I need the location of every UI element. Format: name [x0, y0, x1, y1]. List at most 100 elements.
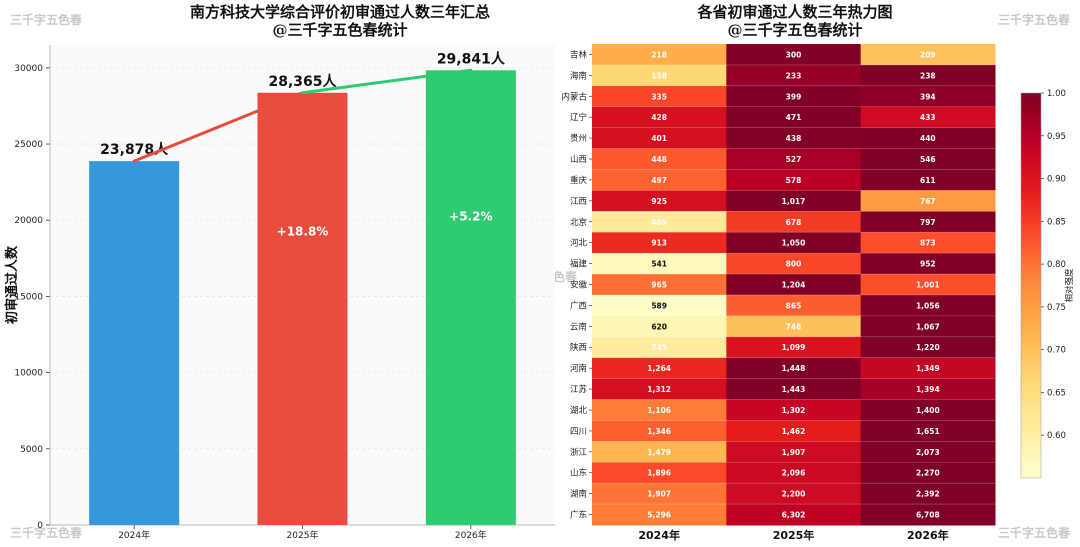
heatmap-cell [860, 357, 996, 380]
colorbar-tick-label: 0.85 [1047, 217, 1066, 227]
heatmap-cell-label: 1,346 [647, 427, 671, 436]
heatmap-cell-label: 1,017 [782, 197, 806, 206]
heatmap-cell-label: 440 [920, 134, 936, 143]
heatmap-cell-label: 158 [651, 71, 667, 80]
heatmap-cell [860, 315, 996, 338]
heatmap-cell [592, 127, 727, 150]
heatmap-cell [726, 294, 862, 317]
heatmap-cell-label: 965 [651, 281, 667, 290]
heatmap-row-label: 陕西 [570, 342, 587, 353]
heatmap-cell [592, 483, 727, 505]
heatmap-cell-label: 1,001 [916, 281, 940, 290]
heatmap-cell [860, 169, 996, 191]
heatmap-row-label: 贵州 [570, 133, 587, 144]
heatmap-cell [726, 44, 862, 66]
heatmap-cell [860, 420, 996, 442]
heatmap-cell-label: 6,302 [782, 511, 806, 520]
heatmap-cell-label: 218 [651, 50, 667, 59]
heatmap-cell [726, 211, 862, 233]
heatmap-cell-label: 335 [651, 92, 667, 101]
heatmap-cell-label: 913 [651, 239, 667, 248]
heatmap-cell-label: 497 [651, 176, 667, 185]
heatmap-cell [592, 232, 727, 254]
heatmap-cell [726, 127, 862, 150]
y-tick-label: 0 [37, 521, 43, 531]
heatmap-row-label: 湖南 [570, 489, 587, 500]
heatmap-cell [592, 378, 727, 401]
heatmap-title: 各省初审通过人数三年热力图 @三千字五色春统计 [560, 3, 1030, 39]
heatmap-cell-label: 541 [651, 260, 667, 269]
heatmap-cell-label: 745 [651, 343, 667, 352]
heatmap-cell [860, 483, 996, 505]
heatmap-cell-label: 1,220 [916, 343, 940, 352]
heatmap-cell [592, 169, 727, 191]
heatmap-cell [726, 190, 862, 212]
heatmap-cell-label: 873 [920, 239, 936, 248]
heatmap-cell-label: 399 [786, 92, 802, 101]
watermark-bottom-left: 三千字五色春 [10, 526, 83, 540]
heatmap-row-label: 河南 [570, 363, 587, 374]
heatmap-cell-label: 1,050 [782, 239, 806, 248]
heatmap-cell [860, 85, 996, 108]
heatmap-cell [860, 232, 996, 254]
heatmap-cell-label: 797 [920, 218, 936, 227]
colorbar-tick-label: 0.90 [1047, 175, 1066, 185]
heatmap-cell [726, 64, 862, 87]
x-tick-label: 2026年 [455, 529, 487, 541]
trend-line-segment [132, 91, 304, 163]
heatmap-cell-label: 1,651 [916, 427, 940, 436]
heatmap-cell [592, 211, 727, 233]
heatmap-cell [592, 148, 727, 170]
heatmap-cell-label: 489 [651, 218, 667, 227]
heatmap-row-label: 云南 [570, 321, 587, 332]
heatmap-row-label: 辽宁 [570, 112, 587, 123]
heatmap-cell [860, 399, 996, 421]
heatmap-cell-label: 589 [651, 301, 667, 310]
heatmap-cell [592, 420, 727, 442]
heatmap-cell [592, 294, 727, 317]
heatmap-cell-label: 546 [920, 155, 936, 164]
colorbar-tick-label: 0.75 [1047, 303, 1066, 313]
heatmap-cell [592, 106, 727, 129]
y-tick-label: 15000 [14, 292, 43, 302]
watermark-top-left: 三千字五色春 [10, 13, 83, 27]
heatmap-cell [592, 315, 727, 338]
heatmap-cell [726, 232, 862, 254]
colorbar-tick-label: 0.80 [1047, 260, 1066, 270]
heatmap-cell-label: 620 [651, 322, 667, 331]
heatmap-cell-label: 678 [786, 218, 802, 227]
heatmap-cell [860, 462, 996, 484]
heatmap-row-label: 广西 [570, 300, 587, 311]
bar-chart: 0 5000 10000 15000 20000 25000 30000 初审通过人数 2024… [4, 45, 555, 541]
heatmap-cell [726, 483, 862, 505]
bar-2025年 [257, 92, 348, 526]
heatmap-chart: 218 300 209 158 233 238 335 399 394 428 471 433 401 4… [561, 44, 1075, 542]
bar-2024年 [89, 161, 180, 525]
heatmap-cell [726, 441, 862, 463]
heatmap-row-label: 福建 [570, 259, 588, 270]
y-tick-label: 25000 [14, 140, 43, 150]
heatmap-cell [592, 274, 727, 296]
heatmap-cell-label: 1,394 [916, 385, 940, 394]
heatmap-cell-label: 5,296 [647, 511, 671, 520]
heatmap-cell [860, 504, 996, 526]
colorbar-tick-label: 0.70 [1047, 346, 1066, 356]
heatmap-cell [860, 190, 996, 212]
heatmap-cell [592, 44, 727, 66]
bar-chart-title: 南方科技大学综合评价初审通过人数三年汇总 @三千字五色春统计 [100, 3, 580, 39]
heatmap-cell-label: 1,443 [782, 385, 806, 394]
y-tick-label: 10000 [14, 369, 43, 379]
heatmap-cell [726, 169, 862, 191]
heatmap-cell-label: 1,106 [647, 406, 671, 415]
heatmap-cell-label: 433 [920, 113, 936, 122]
heatmap-cell [592, 441, 727, 463]
heatmap-cell [726, 106, 862, 129]
heatmap-cell-label: 800 [786, 260, 802, 269]
heatmap-cell-label: 233 [786, 71, 802, 80]
heatmap-cell-label: 2,270 [916, 469, 940, 478]
bar-chart-title-line1: 南方科技大学综合评价初审通过人数三年汇总 [189, 3, 490, 21]
heatmap-cell-label: 527 [786, 155, 802, 164]
heatmap-column-label: 2026年 [907, 528, 949, 542]
heatmap-row-label: 安徽 [570, 280, 588, 291]
heatmap-cell [726, 420, 862, 442]
